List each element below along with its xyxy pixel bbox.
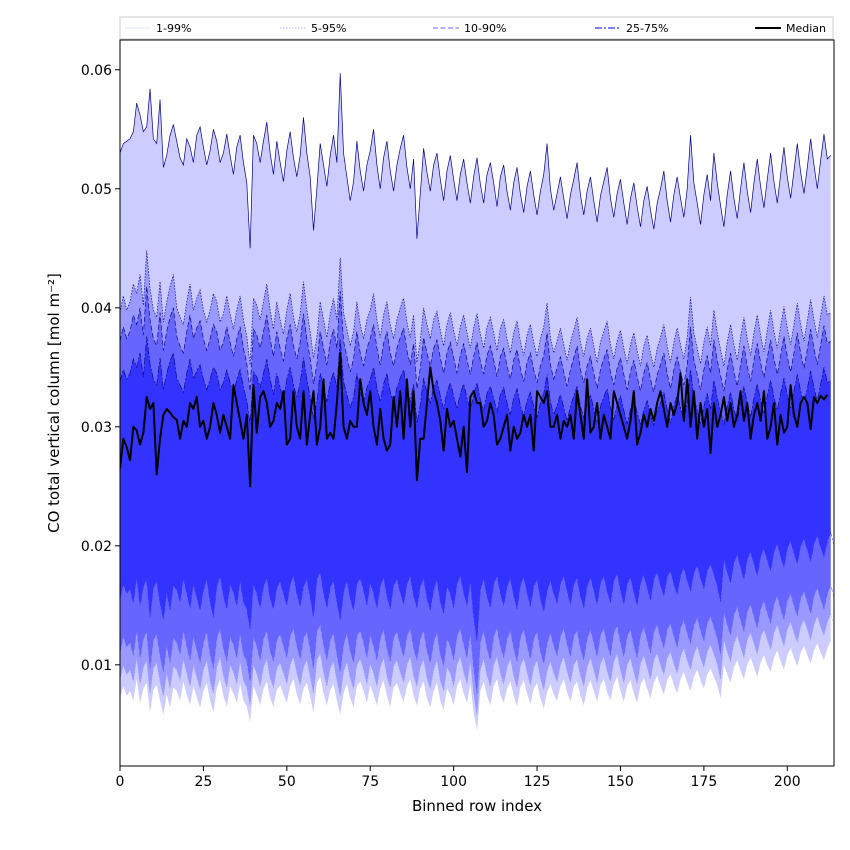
band-lower-edge-5-95% xyxy=(120,612,834,715)
y-tick-label: 0.04 xyxy=(81,301,112,317)
x-tick-label: 175 xyxy=(691,774,718,790)
bands-layer xyxy=(120,73,834,731)
legend-label: Median xyxy=(786,22,826,35)
x-tick-label: 100 xyxy=(440,774,467,790)
band-upper-edge-1-99% xyxy=(120,73,831,249)
y-tick-label: 0.05 xyxy=(81,182,112,198)
band-lower-edge-10-90% xyxy=(120,584,834,694)
band-upper-edge-25-75% xyxy=(120,336,831,427)
band-lower-edge-25-75% xyxy=(120,531,834,642)
legend-label: 5-95% xyxy=(311,22,346,35)
y-axis-label: CO total vertical column [mol m⁻²] xyxy=(45,273,63,533)
y-tick-label: 0.06 xyxy=(81,63,112,79)
y-axis: 0.01 0.02 0.03 0.04 0.05 0.06 xyxy=(81,63,120,674)
legend-box xyxy=(119,16,834,40)
legend-label: 25-75% xyxy=(626,22,668,35)
x-tick-label: 150 xyxy=(607,774,634,790)
median-line xyxy=(120,352,829,488)
x-tick-label: 50 xyxy=(278,774,296,790)
legend-label: 10-90% xyxy=(464,22,506,35)
x-tick-label: 25 xyxy=(194,774,212,790)
y-tick-label: 0.03 xyxy=(81,420,112,436)
x-axis: 0 25 50 75 100 125 150 175 200 xyxy=(116,766,801,790)
x-tick-label: 200 xyxy=(774,774,801,790)
band-25-75% xyxy=(120,336,831,642)
legend-label: 1-99% xyxy=(156,22,191,35)
y-tick-label: 0.02 xyxy=(81,539,112,555)
x-tick-label: 0 xyxy=(116,774,125,790)
plot-frame xyxy=(119,39,835,767)
x-axis-label: Binned row index xyxy=(412,797,542,815)
median-layer xyxy=(120,352,829,488)
y-tick-label: 0.01 xyxy=(81,658,112,674)
x-tick-label: 125 xyxy=(524,774,551,790)
legend: 1-99% 5-95% 10-90% 25-75% Median xyxy=(119,16,834,40)
x-tick-label: 75 xyxy=(361,774,379,790)
band-upper-edge-10-90% xyxy=(120,286,831,393)
